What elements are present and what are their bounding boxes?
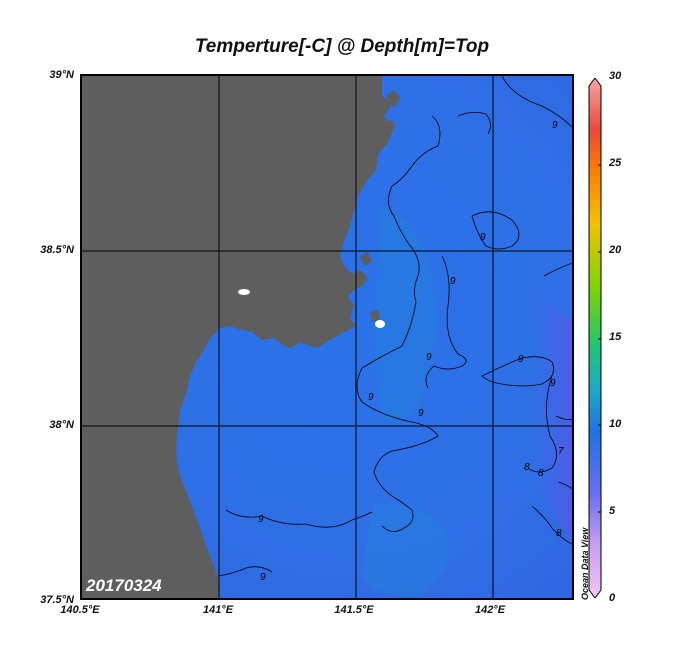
contour-label: 9 [260, 572, 266, 583]
contour-label: 9 [368, 392, 374, 403]
map-plot-area[interactable]: 9 9 9 9 9 9 9 9 8 8 7 8 9 9 20170324 [80, 74, 574, 600]
colorbar-tick-30: 30 [609, 70, 622, 82]
contour-label: 8 [538, 468, 544, 479]
lon-label-142e: 142°E [474, 604, 506, 616]
contour-label: 9 [518, 354, 524, 365]
contour-label: 9 [450, 276, 456, 287]
lat-label-37-5n: 37.5°N [40, 594, 74, 606]
graticule [82, 76, 572, 598]
colorbar-tick-10: 10 [609, 418, 622, 430]
unmapped-area [375, 320, 385, 328]
contour-label: 9 [552, 120, 558, 131]
island [384, 120, 396, 132]
lat-label-38-5n: 38.5°N [40, 244, 74, 256]
warm-patch [375, 206, 436, 423]
contour-label: 9 [426, 352, 432, 363]
lon-label-141e: 141°E [202, 604, 234, 616]
island [386, 90, 400, 108]
isotherm-contours [217, 76, 572, 577]
lat-label-39n: 39°N [49, 69, 74, 81]
island [370, 310, 380, 322]
cold-water-patch [522, 276, 572, 541]
colorbar-tick-25: 25 [609, 157, 622, 169]
odv-watermark: Ocean Data View [580, 527, 590, 600]
colorbar-tick-15: 15 [609, 331, 622, 343]
temperature-map: 9 9 9 9 9 9 9 9 8 8 7 8 9 9 [82, 76, 572, 598]
contour-label: 8 [556, 528, 562, 539]
contour-label: 8 [524, 462, 530, 473]
colorbar [588, 78, 602, 598]
warm-patch-south [362, 503, 449, 598]
date-stamp: 20170324 [86, 576, 162, 595]
colorbar-tick-0: 0 [609, 592, 616, 604]
colorbar-tick-5: 5 [609, 505, 616, 517]
contour-label: 7 [558, 446, 564, 457]
unmapped-area [238, 289, 250, 295]
land-mass [82, 76, 394, 598]
lon-label-140-5e: 140.5°E [60, 604, 100, 616]
colorbar-tick-20: 20 [609, 244, 622, 256]
contour-label: 9 [258, 514, 264, 525]
contour-label: 9 [418, 408, 424, 419]
lat-label-38n: 38°N [49, 419, 74, 431]
contour-label: 9 [550, 378, 556, 389]
lon-label-141-5e: 141.5°E [334, 604, 374, 616]
island [360, 252, 372, 266]
contour-label: 9 [480, 232, 486, 243]
map-title: Temperture[-C] @ Depth[m]=Top [194, 36, 490, 57]
